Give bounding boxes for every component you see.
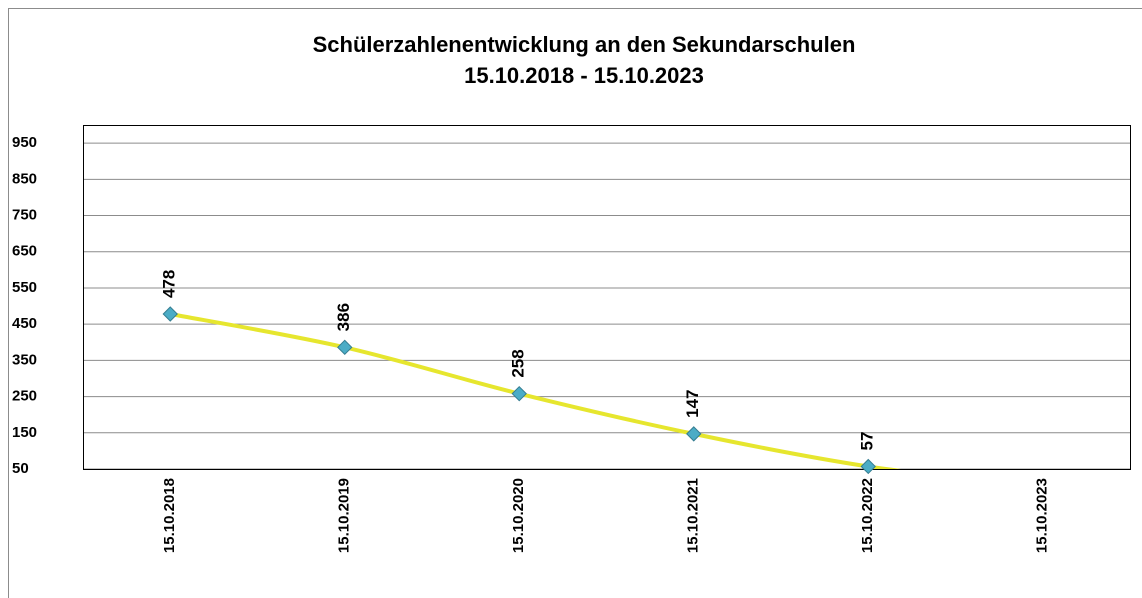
y-tick-label: 750 [12, 206, 37, 223]
data-point [860, 458, 876, 475]
y-tick-label: 950 [12, 134, 37, 151]
data-point [162, 306, 178, 322]
data-label: 258 [509, 349, 528, 377]
chart-frame [8, 8, 1142, 598]
x-tick-label: 15.10.2022 [859, 478, 876, 553]
chart-title: Schülerzahlenentwicklung an den Sekundar… [313, 32, 856, 57]
y-tick-label: 50 [12, 460, 29, 477]
x-tick-label: 15.10.2018 [161, 478, 178, 553]
x-tick-label: 15.10.2023 [1034, 478, 1051, 553]
data-point [337, 339, 353, 356]
data-label: 386 [334, 303, 353, 331]
x-tick-label: 15.10.2020 [510, 478, 527, 553]
y-tick-label: 650 [12, 243, 37, 260]
y-tick-label: 850 [12, 170, 37, 187]
chart-subtitle: 15.10.2018 - 15.10.2023 [464, 63, 704, 88]
y-tick-label: 150 [12, 424, 37, 441]
x-tick-label: 15.10.2019 [336, 478, 353, 553]
series-line [169, 312, 901, 469]
data-point [686, 426, 702, 442]
data-label: 478 [160, 270, 179, 298]
y-tick-label: 250 [12, 388, 37, 405]
y-tick-label: 550 [12, 279, 37, 296]
y-tick-label: 350 [12, 351, 37, 368]
plot-area [83, 125, 1131, 470]
data-label: 147 [683, 390, 702, 418]
data-label: 57 [858, 432, 877, 451]
x-tick-label: 15.10.2021 [685, 478, 702, 553]
data-point [511, 385, 527, 402]
y-tick-label: 450 [12, 315, 37, 332]
